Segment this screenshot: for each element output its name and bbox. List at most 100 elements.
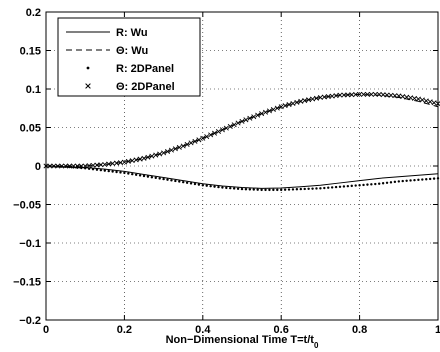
data-point-cross: [278, 104, 284, 110]
legend-item: Θ: Wu: [66, 45, 148, 57]
data-point-dot: [205, 184, 208, 187]
data-point-dot: [428, 177, 432, 181]
data-point-cross: [192, 138, 198, 144]
data-point-dot: [280, 188, 283, 192]
data-point-dot: [432, 177, 436, 180]
data-point-cross: [74, 163, 80, 169]
data-point-dot: [185, 181, 189, 184]
data-point-cross: [427, 99, 433, 105]
data-point-dot: [276, 188, 279, 192]
data-point-dot: [307, 187, 310, 190]
data-point-cross: [78, 163, 84, 169]
data-point-dot: [338, 185, 342, 188]
data-point-cross: [392, 93, 398, 99]
data-point-cross: [302, 98, 308, 104]
data-point-cross: [149, 153, 155, 159]
data-point-cross: [153, 152, 159, 158]
data-point-cross: [161, 150, 167, 156]
series-0: [45, 165, 439, 189]
data-point-dot: [154, 176, 157, 180]
data-point-cross: [94, 162, 100, 168]
y-tick-label: −0.1: [19, 238, 41, 250]
data-point-dot: [272, 188, 275, 192]
data-point-dot: [358, 184, 361, 187]
data-point-cross: [98, 162, 104, 168]
data-point-cross: [251, 114, 257, 120]
data-point-dot: [150, 176, 154, 179]
tick-labels: 0 0.2 0.4 0.6 0.8 1 0.2 0.15 0.1 0.05 0 −0.05 −0.1 −0…: [13, 7, 440, 336]
data-point-dot: [209, 184, 212, 188]
data-point-cross: [184, 141, 190, 147]
data-point-cross: [239, 118, 245, 124]
legend-item: R: Wu: [66, 27, 148, 39]
data-point-cross: [204, 134, 210, 140]
data-point-dot: [334, 185, 338, 189]
data-point-dot: [350, 184, 353, 188]
data-point-dot: [80, 166, 83, 170]
data-point-dot: [225, 186, 228, 190]
data-point-dot: [323, 186, 326, 190]
y-tick-label: 0.15: [20, 46, 41, 58]
data-point-dot: [197, 183, 201, 186]
data-point-dot: [84, 167, 87, 170]
data-point-dot: [213, 185, 216, 188]
legend-label: Θ: 2DPanel: [116, 81, 175, 93]
x-tick-label: 1: [435, 324, 440, 336]
data-point-dot: [201, 184, 204, 187]
data-point-dot: [287, 188, 291, 191]
data-point-dot: [354, 184, 357, 187]
data-point-dot: [127, 172, 130, 175]
data-point-cross: [259, 111, 265, 117]
legend-box: [57, 17, 201, 97]
legend-label: R: Wu: [116, 27, 148, 39]
data-point-cross: [196, 137, 202, 143]
data-point-dot: [295, 188, 299, 191]
data-point-cross: [384, 92, 390, 98]
data-point-cross: [419, 97, 425, 103]
x-axis-label-main: Non−Dimensional Time T=t/t: [166, 334, 315, 346]
data-point-cross: [125, 158, 131, 164]
data-point-dot: [134, 173, 138, 176]
data-point-cross: [157, 151, 163, 157]
data-point-cross: [227, 123, 233, 129]
data-point-dot: [421, 178, 424, 181]
x-tick-label: 0: [43, 324, 49, 336]
grid-lines: [46, 12, 438, 320]
data-point-dot: [283, 188, 287, 191]
data-point-dot: [95, 168, 99, 171]
data-point-dot: [123, 171, 126, 175]
data-point-dot: [417, 178, 420, 182]
data-point-cross: [408, 95, 414, 101]
data-point-dot: [319, 187, 322, 190]
data-point-cross: [212, 130, 218, 136]
data-point-dot: [264, 188, 267, 192]
y-tick-label: 0: [35, 161, 41, 173]
legend: R: Wu Θ: Wu R: 2DPanel Θ: 2DPanel: [57, 17, 201, 97]
data-point-cross: [266, 108, 272, 114]
data-point-cross: [200, 135, 206, 141]
legend-swatch-dot: [86, 66, 90, 70]
data-point-dot: [240, 187, 244, 191]
y-tick-label: 0.1: [26, 84, 41, 96]
x-tick-label: 0.4: [195, 324, 211, 336]
data-point-cross: [357, 91, 363, 97]
data-point-cross: [59, 163, 65, 169]
data-point-cross: [129, 158, 135, 164]
data-point-cross: [247, 115, 253, 121]
data-point-cross: [294, 99, 300, 105]
data-point-dot: [401, 179, 404, 183]
data-point-dot: [381, 182, 385, 185]
x-tick-label: 0.6: [274, 324, 289, 336]
data-point-cross: [235, 120, 241, 126]
data-point-cross: [70, 163, 76, 169]
data-point-dot: [244, 188, 248, 191]
data-point-cross: [380, 92, 386, 98]
data-point-dot: [366, 183, 369, 186]
data-point-dot: [260, 188, 263, 192]
data-point-dot: [303, 187, 306, 191]
y-tick-label: −0.05: [13, 200, 41, 212]
data-point-dot: [193, 182, 197, 186]
data-point-cross: [368, 91, 374, 97]
data-point-cross: [306, 97, 312, 103]
data-point-cross: [349, 92, 355, 98]
